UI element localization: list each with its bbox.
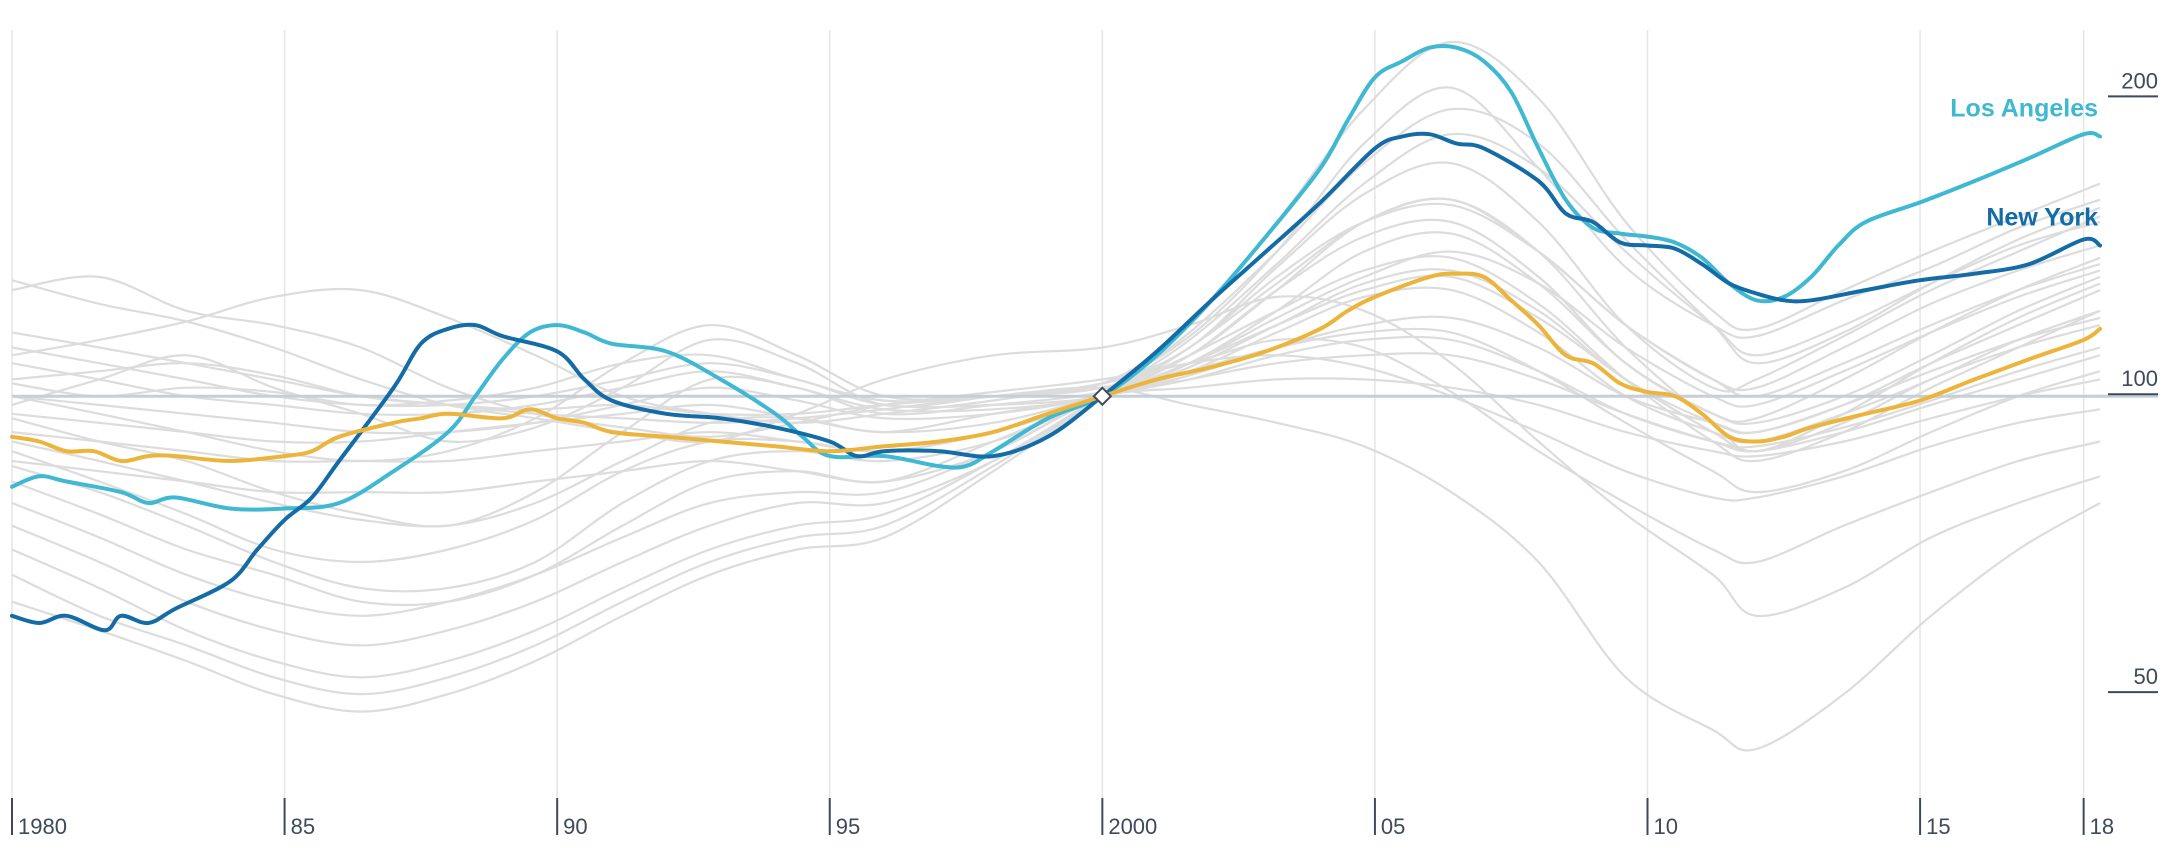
y-axis: 200 100 50 (2108, 68, 2158, 694)
y-tick-label-200: 200 (2121, 68, 2158, 93)
highlighted-series-group (10, 44, 2102, 633)
x-tick-label-05: 05 (1381, 814, 1405, 839)
x-tick-label-85: 85 (291, 814, 315, 839)
reference-marker (1092, 386, 1113, 407)
x-tick-label-1980: 1980 (18, 814, 67, 839)
x-tick-label-18: 18 (2090, 814, 2114, 839)
background-series-line-14 (11, 327, 2101, 617)
series-labels: Los Angeles New York (1950, 95, 2098, 232)
x-tick-label-15: 15 (1926, 814, 1950, 839)
gridlines (11, 30, 2085, 800)
series-line-new-york (10, 131, 2102, 633)
background-series-line-7 (11, 40, 2101, 444)
y-tick-label-50: 50 (2134, 664, 2158, 689)
reference-point-marker (1092, 386, 1113, 407)
background-series-line-8 (11, 197, 2101, 463)
x-tick-label-95: 95 (836, 814, 860, 839)
background-series-line-2 (11, 275, 2101, 565)
background-series-line-1 (11, 279, 2101, 618)
series-label-los-angeles: Los Angeles (1950, 95, 2098, 123)
background-series-line-9 (11, 250, 2101, 528)
background-series-line-15 (11, 255, 2101, 647)
x-tick-label-10: 10 (1654, 814, 1678, 839)
series-line-los-angeles (10, 44, 2102, 512)
x-axis: 1980 85 90 95 2000 05 10 15 18 (11, 798, 2114, 839)
series-label-new-york: New York (1986, 204, 2098, 232)
x-tick-label-90: 90 (563, 814, 587, 839)
y-tick-label-100: 100 (2121, 366, 2158, 391)
x-tick-label-2000: 2000 (1108, 814, 1157, 839)
